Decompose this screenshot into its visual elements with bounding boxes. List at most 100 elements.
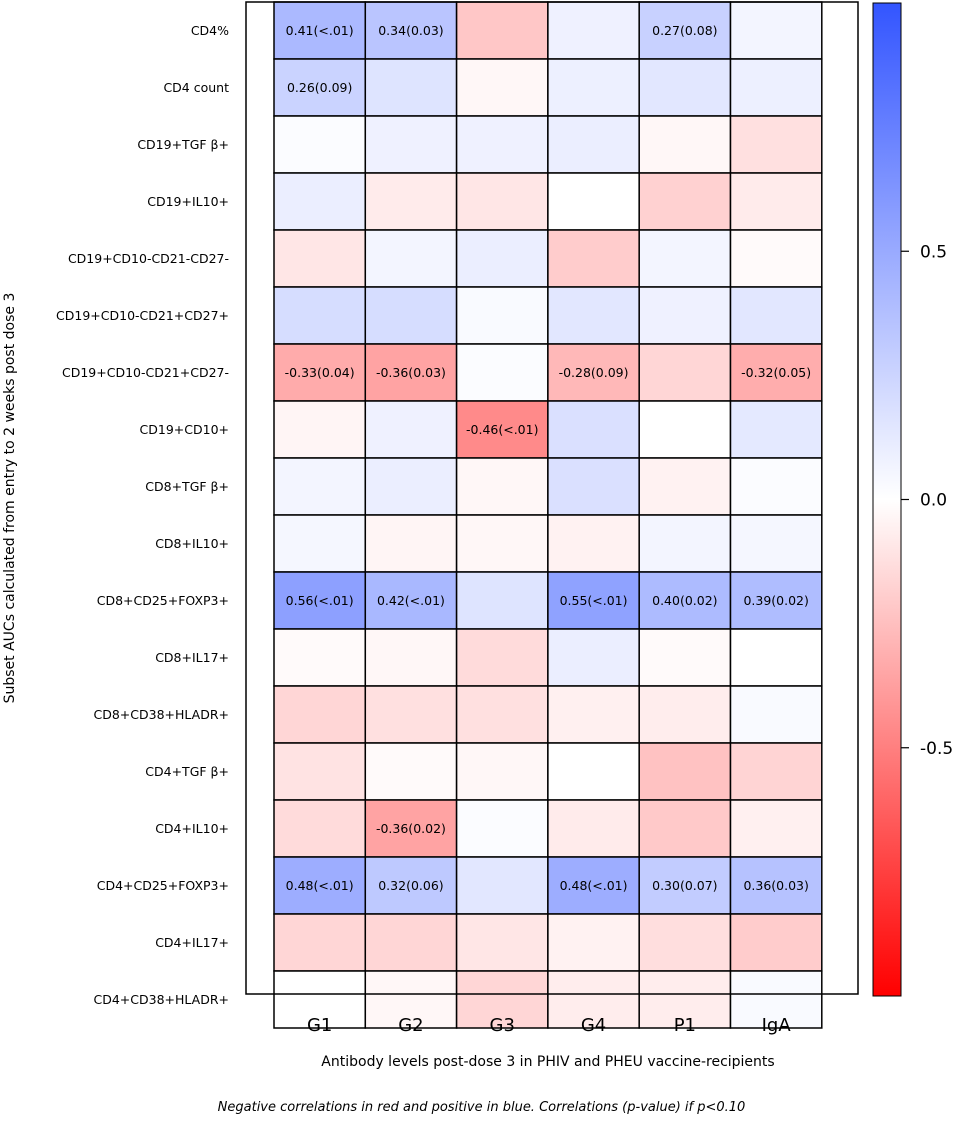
heatmap-cell <box>547 58 640 117</box>
heatmap-cell <box>547 1 640 60</box>
row-label: CD4 count <box>163 80 229 95</box>
heatmap-cell <box>273 742 367 801</box>
heatmap-cell <box>729 742 823 801</box>
heatmap-cell <box>364 970 458 1029</box>
y-axis-title: Subset AUCs calculated from entry to 2 w… <box>2 293 18 704</box>
heatmap-cell <box>364 400 458 459</box>
heatmap-cell <box>638 229 732 288</box>
heatmap-cell <box>729 58 823 117</box>
column-label: G2 <box>398 1015 423 1036</box>
heatmap-cell <box>729 457 823 516</box>
column-label: G3 <box>490 1015 515 1036</box>
heatmap-cell <box>455 685 549 744</box>
cell-value-label: -0.36(0.03) <box>376 365 446 380</box>
x-axis-title: Antibody levels post-dose 3 in PHIV and … <box>321 1054 774 1070</box>
heatmap-cell <box>729 400 823 459</box>
colorbar-tick-label: -0.5 <box>920 739 953 759</box>
row-label: CD19+CD10-CD21+CD27+ <box>56 308 229 323</box>
heatmap-cell <box>638 58 732 117</box>
heatmap-cell <box>455 229 549 288</box>
cell-value-label: 0.39(0.02) <box>743 593 808 608</box>
footnote: Negative correlations in red and positiv… <box>217 1100 746 1115</box>
heatmap-cell <box>729 571 823 630</box>
heatmap-cell <box>455 172 549 231</box>
heatmap-cell <box>729 970 823 1029</box>
heatmap-cell <box>455 571 549 630</box>
heatmap-cell <box>455 856 549 915</box>
heatmap-cell <box>638 685 732 744</box>
heatmap-cell <box>547 286 640 345</box>
heatmap-cell <box>273 229 367 288</box>
heatmap-cell <box>729 343 823 402</box>
colorbar-tick-label: 0.0 <box>920 491 947 511</box>
row-label: CD19+CD10-CD21+CD27- <box>62 365 229 380</box>
heatmap-cell <box>364 172 458 231</box>
column-label: G1 <box>307 1015 332 1036</box>
cell-value-label: 0.42(<.01) <box>377 593 445 608</box>
cell-value-label: 0.55(<.01) <box>560 593 628 608</box>
heatmap-cell <box>364 286 458 345</box>
heatmap-cell <box>364 457 458 516</box>
cell-value-label: 0.27(0.08) <box>652 23 717 38</box>
cell-value-label: 0.32(0.06) <box>378 878 443 893</box>
heatmap-cell <box>638 172 732 231</box>
colorbar-tick-label: 0.5 <box>920 242 947 262</box>
heatmap-cell <box>364 628 458 687</box>
heatmap-cell <box>273 1 367 60</box>
heatmap-cell <box>364 514 458 573</box>
cell-value-label: 0.56(<.01) <box>286 593 354 608</box>
column-labels: G1 G2 G3 G4 P1 IgA <box>307 1015 791 1036</box>
heatmap-cell <box>455 1 549 60</box>
heatmap-cell <box>638 913 732 972</box>
heatmap-cell <box>729 856 823 915</box>
heatmap-cell <box>455 514 549 573</box>
heatmap-cell <box>638 970 732 1029</box>
heatmap-cell <box>273 571 367 630</box>
row-label: CD19+CD10+ <box>140 422 229 437</box>
heatmap-cell <box>273 514 367 573</box>
cell-value-label: 0.36(0.03) <box>743 878 808 893</box>
heatmap-cell <box>638 742 732 801</box>
heatmap-cell <box>364 115 458 174</box>
column-label: P1 <box>674 1015 696 1036</box>
heatmap-cell <box>638 457 732 516</box>
heatmap-cell <box>455 457 549 516</box>
heatmap-cell <box>364 742 458 801</box>
heatmap-cell <box>364 685 458 744</box>
cell-value-label: -0.32(0.05) <box>741 365 811 380</box>
heatmap-cell <box>729 514 823 573</box>
row-label: CD4+CD25+FOXP3+ <box>97 878 229 893</box>
heatmap-cell <box>729 115 823 174</box>
colorbar <box>872 2 902 997</box>
heatmap-cell <box>547 856 640 915</box>
row-label: CD19+CD10-CD21-CD27- <box>68 251 229 266</box>
heatmap-cell <box>455 58 549 117</box>
heatmap-cell <box>273 856 367 915</box>
heatmap-cell <box>547 913 640 972</box>
row-label: CD8+CD38+HLADR+ <box>94 707 230 722</box>
heatmap-cell <box>273 628 367 687</box>
row-label: CD8+CD25+FOXP3+ <box>97 593 229 608</box>
heatmap-cell <box>455 115 549 174</box>
heatmap-cell <box>364 1 458 60</box>
heatmap-cell <box>455 799 549 858</box>
column-label: IgA <box>762 1015 792 1036</box>
heatmap-cell <box>273 286 367 345</box>
heatmap-cell <box>364 856 458 915</box>
row-label: CD8+IL17+ <box>155 650 229 665</box>
row-label: CD4+CD38+HLADR+ <box>94 992 230 1007</box>
heatmap-cell <box>638 856 732 915</box>
heatmap-cell <box>547 571 640 630</box>
heatmap-cell <box>455 343 549 402</box>
heatmap-cell <box>273 799 367 858</box>
heatmap-cell <box>638 115 732 174</box>
heatmap-cell <box>455 628 549 687</box>
row-label: CD4+IL10+ <box>155 821 229 836</box>
cell-value-label: 0.30(0.07) <box>652 878 717 893</box>
row-label: CD8+TGF β+ <box>145 479 229 494</box>
heatmap-cell <box>273 400 367 459</box>
heatmap-cell <box>638 343 732 402</box>
heatmap-cell <box>638 286 732 345</box>
heatmap-cell <box>455 913 549 972</box>
